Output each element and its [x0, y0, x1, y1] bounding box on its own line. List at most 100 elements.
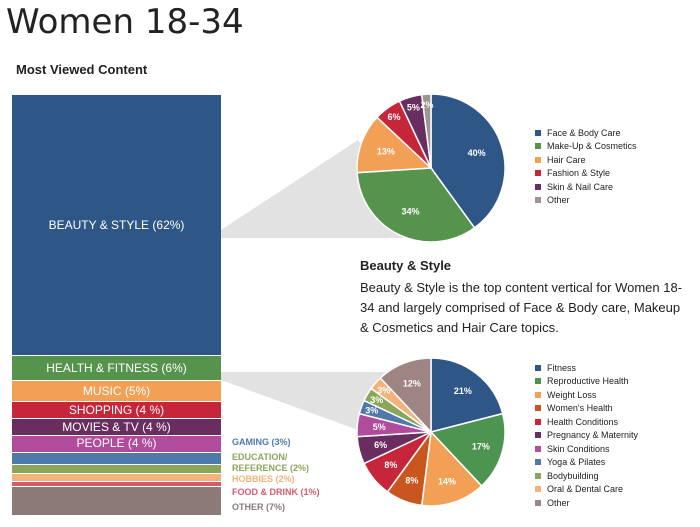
chart-subtitle: Most Viewed Content: [16, 62, 148, 77]
legend-item: Pregnancy & Maternity: [535, 429, 638, 443]
legend-swatch: [535, 418, 541, 425]
bar-segment-0: [12, 95, 221, 356]
legend-swatch: [535, 156, 541, 163]
legend-health: Fitness Reproductive Health Weight Loss Wom…: [535, 361, 638, 510]
legend-swatch: [535, 143, 541, 150]
legend-label: Skin & Nail Care: [547, 181, 614, 192]
bar-label-5: PEOPLE (4 %): [76, 436, 157, 451]
legend-swatch: [535, 197, 541, 204]
bar-side-label-9: FOOD & DRINK (1%): [232, 487, 320, 497]
legend-item: Hair Care: [535, 153, 637, 167]
legend-item: Other: [535, 194, 637, 208]
description-body: Beauty & Style is the top content vertic…: [360, 280, 683, 335]
health-slice-label-2: 14%: [438, 476, 456, 486]
health-slice-label-10: 12%: [403, 379, 421, 389]
legend-swatch: [535, 364, 541, 371]
bar-label-1: HEALTH & FITNESS (6%): [46, 360, 187, 375]
legend-label: Skin Conditions: [547, 443, 610, 454]
bar-side-label-10: OTHER (7%): [232, 502, 286, 512]
legend-label: Other: [547, 195, 570, 206]
bar-segment-8: [12, 473, 221, 482]
bar-label-4: MOVIES & TV (4 %): [62, 419, 171, 434]
legend-swatch: [535, 170, 541, 177]
legend-label: Pregnancy & Maternity: [547, 430, 639, 441]
health-slice-label-6: 5%: [373, 422, 386, 432]
legend-item: Health Conditions: [535, 415, 638, 429]
legend-swatch: [535, 472, 541, 479]
legend-label: Bodybuilding: [547, 470, 599, 481]
legend-label: Yoga & Pilates: [547, 457, 606, 468]
bar-segment-6: [12, 452, 221, 465]
beauty-slice-1: [356, 167, 476, 243]
legend-item: Weight Loss: [535, 388, 638, 402]
legend-item: Women's Health: [535, 402, 638, 416]
health-slice-label-4: 8%: [384, 460, 397, 470]
description-heading: Beauty & Style: [360, 258, 452, 273]
legend-item: Yoga & Pilates: [535, 456, 638, 470]
bar-side-label-6: GAMING (3%): [232, 437, 291, 447]
legend-item: Make-Up & Cosmetics: [535, 140, 637, 154]
legend-label: Weight Loss: [547, 389, 597, 400]
bar-label-2: MUSIC (5%): [82, 383, 151, 398]
legend-item: Fitness: [535, 361, 638, 375]
bar-segment-4: [12, 419, 221, 435]
health-slice-label-0: 21%: [454, 386, 472, 396]
legend-item: Skin & Nail Care: [535, 180, 637, 194]
health-slice-label-5: 6%: [374, 440, 387, 450]
health-slice-label-7: 3%: [365, 406, 378, 416]
health-slice-0: [430, 357, 504, 433]
page-title: Women 18-34: [6, 2, 244, 42]
bar-segment-5: [12, 436, 221, 452]
legend-label: Make-Up & Cosmetics: [547, 141, 637, 152]
bar-segment-3: [12, 402, 221, 419]
beauty-slice-label-3: 6%: [387, 112, 400, 122]
legend-swatch: [535, 486, 541, 493]
health-slice-label-8: 3%: [370, 395, 383, 405]
bar-side-label-7: EDUCATION/ REFERENCE (2%): [232, 452, 310, 473]
legend-swatch: [535, 378, 541, 385]
legend-swatch: [535, 129, 541, 136]
legend-label: Other: [547, 497, 570, 508]
legend-swatch: [535, 183, 541, 190]
legend-item: Face & Body Care: [535, 126, 637, 140]
legend-label: Fashion & Style: [547, 168, 611, 179]
legend-label: Women's Health: [547, 403, 613, 414]
beauty-slice-2: [356, 116, 433, 174]
legend-label: Oral & Dental Care: [547, 484, 624, 495]
bar-segment-7: [12, 465, 221, 473]
bar-label-0: BEAUTY & STYLE (62%): [48, 217, 185, 232]
beauty-slice-5: [420, 93, 432, 169]
bar-segment-2: [12, 381, 221, 402]
beauty-slice-label-2: 13%: [377, 147, 395, 157]
health-slice-label-9: 3%: [377, 385, 390, 395]
legend-item: Oral & Dental Care: [535, 483, 638, 497]
health-slice-10: [379, 357, 432, 434]
legend-label: Reproductive Health: [547, 376, 629, 387]
legend-swatch: [535, 459, 541, 466]
legend-label: Face & Body Care: [547, 127, 621, 138]
legend-label: Health Conditions: [547, 416, 619, 427]
legend-swatch: [535, 391, 541, 398]
legend-beauty: Face & Body Care Make-Up & Cosmetics Hair …: [535, 126, 637, 207]
legend-swatch: [535, 445, 541, 452]
bar-label-3: SHOPPING (4 %): [68, 402, 165, 417]
bar-segment-10: [12, 486, 221, 515]
legend-swatch: [535, 432, 541, 439]
bar-segment-1: [12, 356, 221, 381]
bar-segment-9: [12, 482, 221, 486]
legend-item: Skin Conditions: [535, 442, 638, 456]
legend-swatch: [535, 499, 541, 506]
health-slice-2: [420, 430, 483, 507]
health-slice-1: [429, 412, 506, 488]
legend-item: Bodybuilding: [535, 469, 638, 483]
beauty-slice-label-5: 2%: [421, 100, 434, 110]
legend-item: Fashion & Style: [535, 167, 637, 181]
health-slice-label-3: 8%: [405, 475, 418, 485]
legend-swatch: [535, 405, 541, 412]
beauty-slice-label-1: 34%: [402, 206, 420, 216]
health-slice-label-1: 17%: [472, 442, 490, 452]
beauty-slice-label-0: 40%: [468, 148, 486, 158]
